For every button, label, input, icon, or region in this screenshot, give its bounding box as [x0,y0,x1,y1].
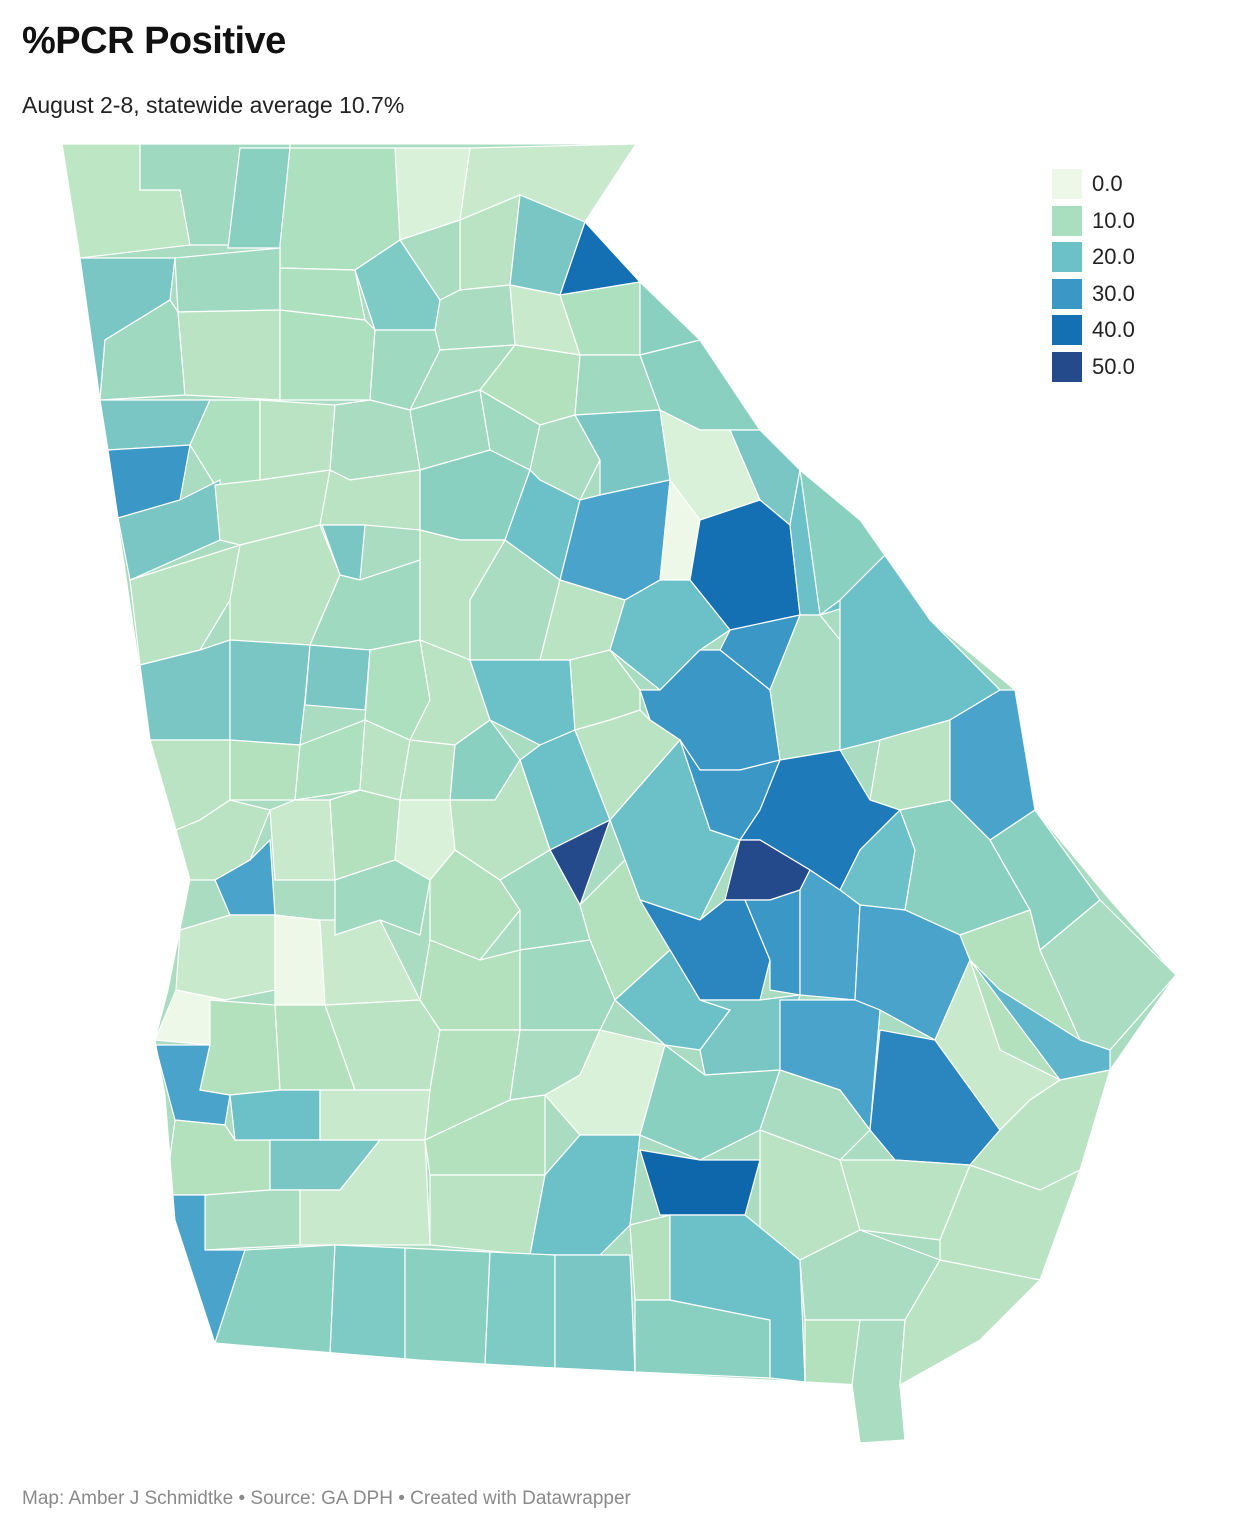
legend-label: 30.0 [1092,280,1135,306]
legend-label: 10.0 [1092,207,1135,233]
legend-swatch [1052,315,1082,346]
legend-item: 40.0 [1052,312,1172,349]
map-subtitle: August 2-8, statewide average 10.7% [22,92,405,118]
legend-swatch [1052,205,1082,236]
legend-swatch [1052,169,1082,200]
legend-swatch [1052,278,1082,309]
legend-label: 0.0 [1092,171,1123,197]
map-title: %PCR Positive [22,20,286,62]
legend-item: 50.0 [1052,349,1172,386]
map-credit: Map: Amber J Schmidtke • Source: GA DPH … [22,1488,631,1509]
legend-swatch [1052,242,1082,273]
state-outline [61,143,1177,1444]
color-legend: 0.0 10.0 20.0 30.0 40.0 50.0 [1052,166,1172,385]
legend-item: 10.0 [1052,203,1172,240]
legend-swatch [1052,351,1082,382]
legend-label: 40.0 [1092,317,1135,343]
legend-item: 20.0 [1052,239,1172,276]
legend-label: 20.0 [1092,244,1135,270]
legend-item: 0.0 [1052,166,1172,203]
legend-label: 50.0 [1092,353,1135,379]
county-layer [62,144,1176,1443]
legend-item: 30.0 [1052,276,1172,313]
